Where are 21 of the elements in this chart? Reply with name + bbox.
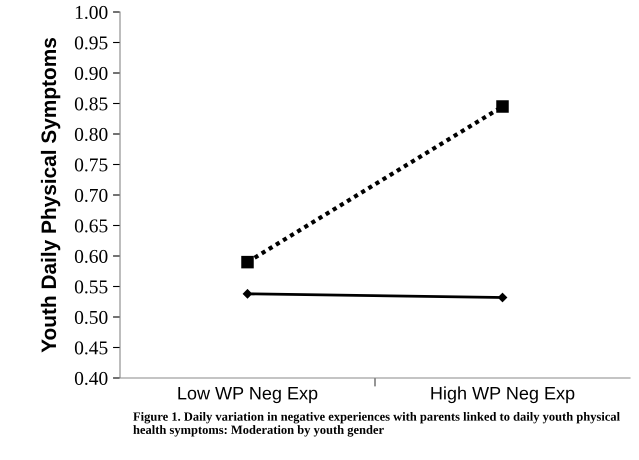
y-tick-label: 0.80 — [74, 128, 108, 142]
y-tick-label: 0.65 — [74, 219, 108, 233]
point — [498, 292, 508, 302]
y-tick-label: 0.85 — [74, 97, 108, 111]
y-tick-label: 0.70 — [74, 188, 108, 202]
point — [496, 100, 509, 113]
x-tick-label: Low WP Neg Exp — [178, 386, 318, 404]
point — [242, 289, 252, 298]
point — [241, 256, 254, 268]
y-tick-label: 0.95 — [74, 36, 108, 50]
y-tick-label: 0.55 — [74, 280, 108, 294]
y-axis-title: Youth Daily Physical Symptoms — [40, 38, 60, 352]
y-tick-label: 0.50 — [74, 310, 108, 324]
y-tick-label: 0.45 — [74, 341, 108, 355]
caption: Figure 1. Daily variation in negative experiences with parents linked to daily youth physical health symptoms: Moderation by youth gender — [133, 412, 620, 437]
y-tick-label: 1.00 — [76, 6, 108, 20]
y-tick-label: 0.40 — [74, 372, 108, 386]
y-tick-label: 0.90 — [74, 66, 108, 80]
y-tick-label: 0.75 — [74, 158, 108, 172]
x-tick-label: High WP Neg Exp — [431, 386, 574, 404]
y-tick-label: 0.60 — [74, 250, 108, 264]
